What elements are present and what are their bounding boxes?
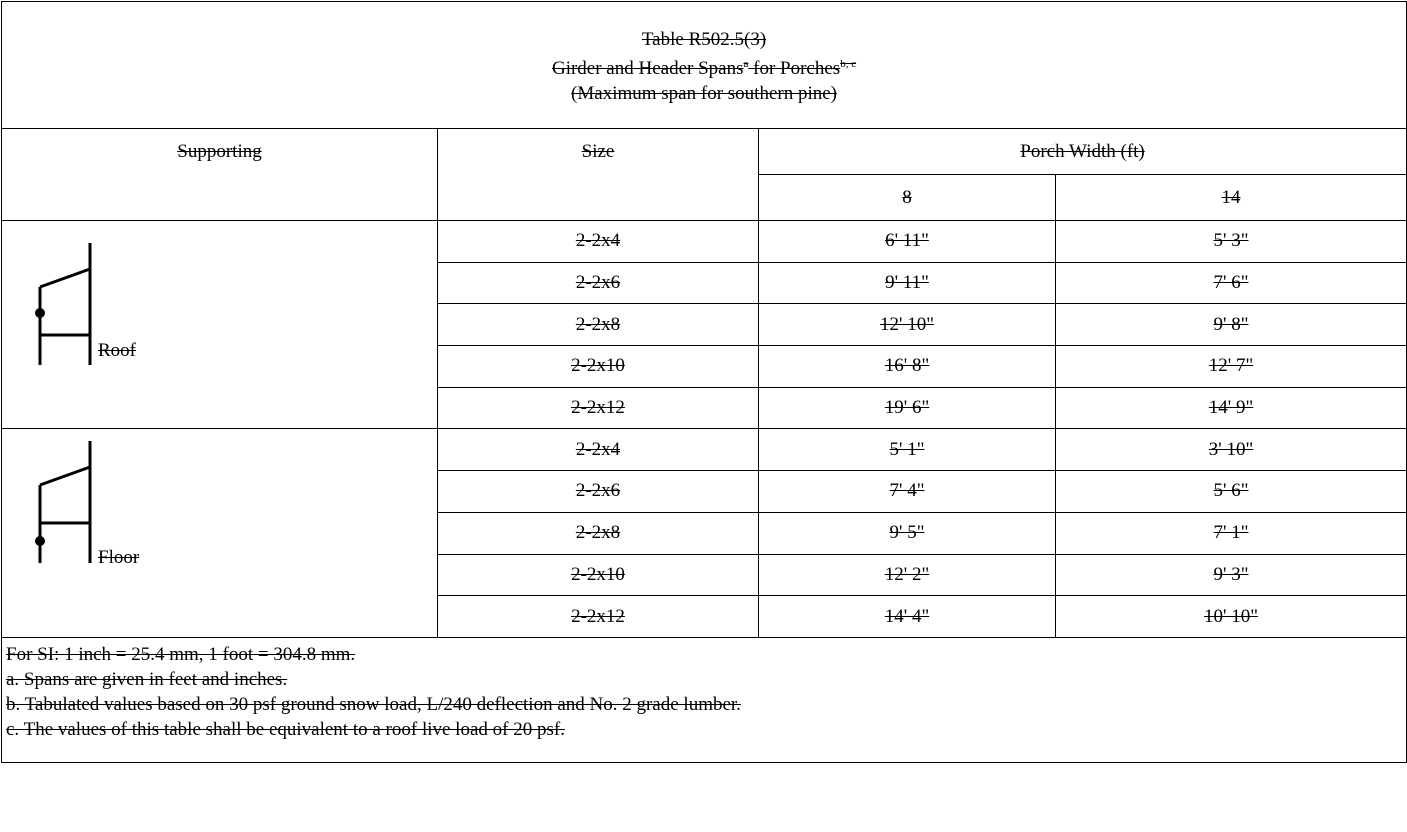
table-subtitle: (Maximum span for southern pine)	[571, 82, 837, 104]
table-row: 2-2x6 9' 11" 7' 6"	[2, 261, 1407, 305]
table-title: Girder and Header Spans	[551, 57, 744, 79]
header-size: Size	[437, 128, 759, 221]
table-row: 2-2x10 12' 2" 9' 3"	[2, 553, 1407, 597]
table-row: Roof 2-2x4 6' 11" 5' 3"	[1, 219, 1407, 430]
note-a: a. Spans are given in feet and inches.	[6, 668, 288, 690]
table-row: 2-2x10 16' 8" 12' 7"	[2, 345, 1407, 388]
supporting-floor: Floor	[1, 428, 438, 638]
table-notes: For SI: 1 inch = 25.4 mm, 1 foot = 304.8…	[0, 636, 1407, 763]
span-table: Table R502.5(3) Girder and Header Spansa…	[0, 1, 1407, 763]
floor-support-diagram-icon	[35, 441, 92, 564]
header-supporting: Supporting	[1, 128, 438, 221]
header-width-14: 14	[1054, 174, 1407, 221]
supporting-roof: Roof	[1, 219, 438, 430]
supporting-label-roof: Roof	[98, 340, 136, 361]
table-row: 2-2x8 12' 10" 9' 8"	[2, 303, 1407, 347]
table-row: Floor 2-2x4 5' 1" 3' 10"	[1, 428, 1407, 638]
roof-support-diagram-icon	[35, 243, 92, 365]
header-porch-width: Porch Width (ft)	[757, 128, 1407, 175]
supporting-label-floor: Floor	[98, 547, 140, 569]
note-c: c. The values of this table shall be equ…	[6, 718, 565, 740]
table-row: 2-2x12 14' 4" 10' 10"	[2, 595, 1407, 638]
table-row: 2-2x6 7' 4" 5' 6"	[2, 470, 1407, 513]
header-width-8: 8	[758, 174, 1056, 221]
table-number: Table R502.5(3)	[641, 28, 767, 50]
footnote-ref-a: a	[743, 57, 749, 70]
footnote-ref-bc: b, c	[840, 57, 857, 70]
table-title-cont: for Porches	[748, 57, 841, 79]
note-si: For SI: 1 inch = 25.4 mm, 1 foot = 304.8…	[6, 643, 356, 665]
table-caption: Table R502.5(3) Girder and Header Spansa…	[0, 1, 1407, 129]
note-b: b. Tabulated values based on 30 psf grou…	[6, 693, 741, 715]
